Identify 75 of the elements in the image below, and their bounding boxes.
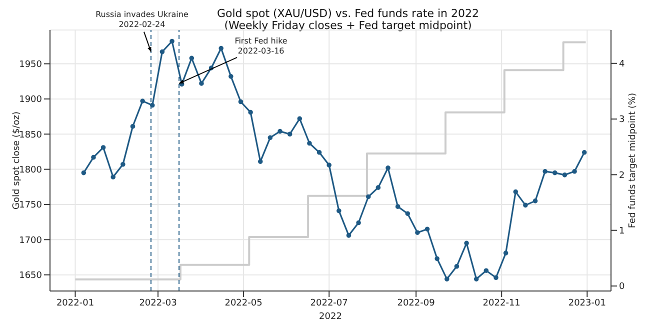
x-axis-title: 2022 [319, 312, 342, 322]
y2-tick-label: 4 [619, 60, 625, 70]
y2-tick-label: 2 [619, 170, 625, 181]
y-tick-label: 1700 [19, 236, 42, 246]
point [346, 233, 352, 238]
y2-tick-label: 0 [619, 282, 625, 292]
point [218, 46, 224, 51]
point [474, 276, 479, 282]
point [258, 159, 263, 164]
point [395, 204, 400, 209]
point [386, 165, 390, 170]
point [503, 250, 508, 256]
point [572, 169, 577, 174]
point [464, 240, 469, 246]
y2-axis-title: Fed funds target midpoint (%) [628, 92, 638, 228]
point [81, 170, 86, 176]
y-tick-label: 1900 [19, 95, 42, 106]
point [287, 132, 292, 137]
point [582, 150, 587, 155]
x-tick-label: 2022-07 [310, 298, 348, 308]
y-tick-label: 1750 [19, 200, 42, 211]
point [100, 145, 106, 150]
point [160, 49, 165, 54]
chart-title: Gold spot (XAU/USD) vs. Fed funds rate in 2022 [216, 7, 480, 20]
point [150, 102, 155, 108]
point [120, 162, 126, 167]
point [170, 38, 174, 44]
point [140, 98, 145, 104]
point [405, 211, 410, 216]
point [356, 220, 361, 226]
chart-subtitle: (Weekly Friday closes + Fed target midpoint) [224, 19, 472, 32]
point [434, 256, 440, 262]
point [454, 264, 460, 269]
y2-tick-label: 1 [619, 226, 625, 237]
point [542, 169, 548, 174]
y-tick-label: 1650 [19, 271, 42, 282]
x-tick-label: 2022-05 [224, 298, 262, 308]
point [316, 150, 322, 155]
point [110, 174, 116, 180]
point [189, 56, 194, 61]
point [297, 116, 302, 122]
point [562, 172, 568, 178]
point [552, 170, 558, 176]
x-tick-label: 2022-01 [56, 298, 94, 308]
point [376, 185, 381, 190]
point [238, 99, 244, 104]
point [326, 162, 332, 168]
point [228, 74, 234, 79]
annotation: First Fed hike 2022-03-16 [234, 36, 288, 56]
point [513, 189, 518, 194]
point [366, 194, 371, 200]
x-tick-label: 2022-11 [482, 298, 520, 308]
point [484, 268, 489, 273]
point [494, 275, 498, 280]
point [91, 154, 96, 160]
point [424, 226, 430, 232]
point [130, 124, 136, 129]
point [444, 276, 450, 282]
point [532, 198, 538, 204]
x-tick-label: 2023-01 [568, 298, 606, 308]
y2-tick-label: 3 [619, 115, 625, 126]
point [199, 81, 204, 86]
annotation: Russia invades Ukraine 2022-02-24 [96, 10, 188, 29]
point [336, 208, 342, 214]
point [523, 202, 528, 208]
y-tick-label: 1800 [19, 165, 42, 176]
point [268, 135, 273, 140]
x-tick-label: 2022-09 [397, 298, 436, 308]
y-tick-label: 1950 [19, 60, 42, 70]
y-tick-label: 1850 [19, 130, 42, 140]
point [307, 140, 312, 146]
point [415, 230, 420, 236]
x-tick-label: 2022-03 [139, 298, 177, 308]
point [278, 128, 282, 134]
point [248, 110, 253, 115]
